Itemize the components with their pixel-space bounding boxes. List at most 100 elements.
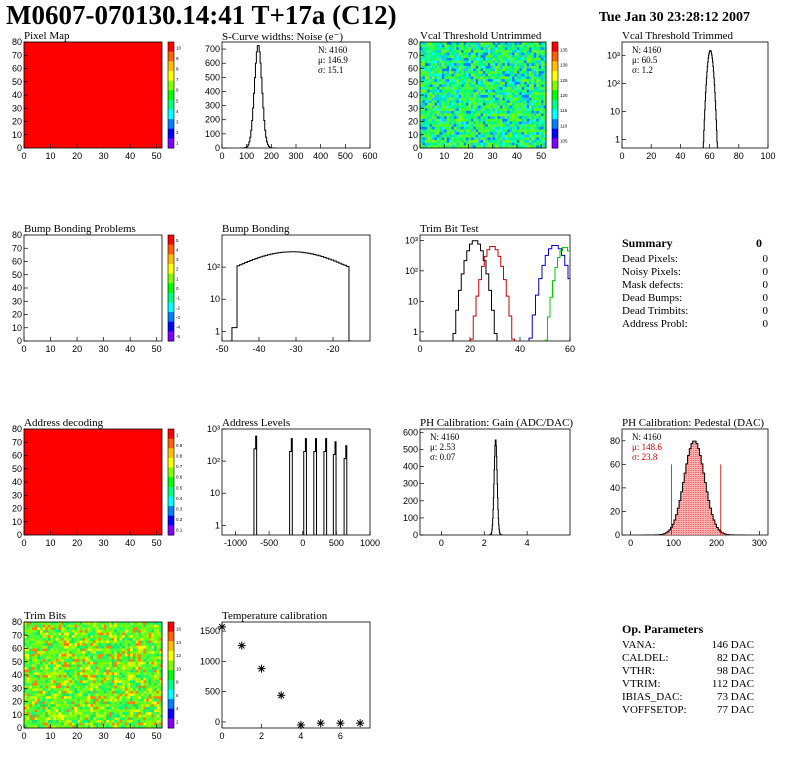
chart-svg: 105 110 115 120 125 130 135 0 10 20 30 40 50 0 10 20 30 4… [408, 37, 568, 161]
param-value: 146 DAC [711, 639, 754, 651]
heatmap-fill [24, 42, 162, 148]
x-tick-label: 100 [239, 151, 254, 161]
palette-tick-label: 3 [176, 120, 179, 125]
trim-series-line [470, 245, 515, 341]
palette-segment [168, 477, 174, 488]
chart-svg: 0.10.20.30.40.50.60.70.80.910 10 20 30 40 500… [12, 424, 183, 548]
palette-tick-label: 2 [176, 719, 179, 724]
histogram-fill [643, 440, 746, 535]
y-tick-label: 0 [215, 717, 220, 727]
y-tick-label: 10 [12, 130, 22, 140]
y-tick-label: 10 [210, 488, 220, 498]
y-tick-label: 400 [403, 462, 418, 472]
scatter-point [257, 664, 266, 673]
chart-panel-vcal-trimmed: Vcal Threshold Trimmed 0 20 40 60 80 100 1 10 10²… [598, 30, 784, 178]
palette-tick-label: 6 [176, 88, 179, 93]
y-tick-label: 1 [215, 326, 220, 336]
palette-tick-label: 135 [560, 48, 568, 53]
palette-tick-label: 0.9 [176, 443, 183, 448]
palette-segment [168, 467, 174, 478]
y-tick-label: 40 [408, 90, 418, 100]
palette-segment [168, 273, 174, 284]
palette-segment [168, 486, 174, 497]
palette-segment [552, 99, 558, 110]
y-tick-label: 80 [12, 617, 22, 627]
palette-tick-label: 8 [176, 680, 179, 685]
chart-title: S-Curve widths: Noise (e⁻) [222, 31, 343, 43]
x-tick-label: 10 [46, 151, 56, 161]
chart-title: Address Levels [222, 417, 291, 429]
stats-sigma: σ: 0.07 [430, 452, 456, 462]
op-parameters-box: Op. Parameters VANA: 146 DAC CALDEL: 82 … [622, 622, 762, 722]
x-tick-label: 0 [21, 731, 26, 741]
palette-tick-label: 115 [560, 108, 568, 113]
y-tick-label: 300 [403, 479, 418, 489]
y-tick-label: 80 [610, 436, 620, 446]
palette-segment [168, 689, 174, 700]
palette-segment [168, 263, 174, 275]
stats-N: N: 4160 [318, 45, 348, 55]
x-tick-label: 40 [515, 344, 525, 354]
y-tick-label: 20 [12, 504, 22, 514]
stats-mean: μ: 148.6 [632, 442, 662, 452]
trim-series-line [544, 247, 570, 341]
x-tick-label: 10 [439, 151, 449, 161]
x-tick-label: 10 [46, 344, 56, 354]
chart-title: Vcal Threshold Trimmed [622, 30, 734, 42]
scatter-point [296, 720, 305, 729]
palette-segment [552, 128, 558, 139]
palette-segment [168, 515, 174, 526]
y-tick-label: 30 [408, 103, 418, 113]
palette-segment [168, 457, 174, 469]
y-tick-label: 10² [607, 78, 620, 88]
summary-label: Mask defects: [622, 279, 684, 291]
summary-value: 0 [762, 279, 769, 291]
y-tick-label: 70 [408, 50, 418, 60]
y-tick-label: 20 [408, 117, 418, 127]
chart-svg: 0 100 200 300 400 500 600 0 100 200 300 400 500 600 70… [205, 41, 378, 161]
palette-tick-label: 2 [176, 267, 179, 272]
palette-segment [168, 525, 174, 536]
x-tick-label: 50 [152, 344, 162, 354]
palette-tick-label: 7 [176, 77, 179, 82]
palette-segment [168, 699, 174, 710]
palette-tick-label: 0.5 [176, 485, 183, 490]
y-tick-label: 50 [12, 77, 22, 87]
palette-tick-label: 0.4 [176, 496, 183, 501]
palette-segment [168, 679, 174, 690]
palette-tick-label: -3 [176, 315, 180, 320]
x-tick-label: 4 [525, 538, 530, 548]
y-tick-label: 30 [12, 103, 22, 113]
y-tick-label: 1 [413, 327, 418, 337]
y-tick-label: 40 [12, 90, 22, 100]
address-level-spike [253, 435, 258, 535]
plot-frame [419, 428, 571, 536]
chart-title: Bump Bonding Problems [24, 223, 136, 235]
chart-svg: -1000 -500 0 500 1000 1 10 10² 10³ [207, 424, 380, 548]
param-label: CALDEL: [622, 652, 669, 664]
chart-panel-address-levels: Address Levels -1000 -500 0 500 1000 1 10 10² 10³ [198, 417, 386, 565]
palette-tick-label: 5 [176, 98, 179, 103]
palette-bar [167, 428, 175, 536]
y-tick-label: 60 [12, 644, 22, 654]
palette-tick-label: 4 [176, 706, 179, 711]
palette-tick-label: 6 [176, 693, 179, 698]
chart-svg: 0 20 40 60 1 10 10² 10³ [405, 234, 575, 354]
palette-tick-label: 0 [176, 286, 179, 291]
address-level-spike [343, 445, 348, 535]
x-tick-label: 100 [760, 151, 775, 161]
y-tick-label: 0 [413, 530, 418, 540]
y-tick-label: 10² [405, 266, 418, 276]
x-tick-label: -1000 [224, 538, 247, 548]
x-tick-label: 0 [21, 538, 26, 548]
palette-segment [168, 61, 174, 72]
address-level-spike [313, 438, 318, 535]
x-tick-label: 30 [488, 151, 498, 161]
palette-tick-label: 4 [176, 109, 179, 114]
chart-panel-ph-pedestal: PH Calibration: Pedestal (DAC) 0 100 200 300… [598, 417, 784, 565]
x-tick-label: 20 [463, 151, 473, 161]
chart-title: Pixel Map [24, 30, 70, 42]
y-tick-label: 0 [17, 723, 22, 733]
